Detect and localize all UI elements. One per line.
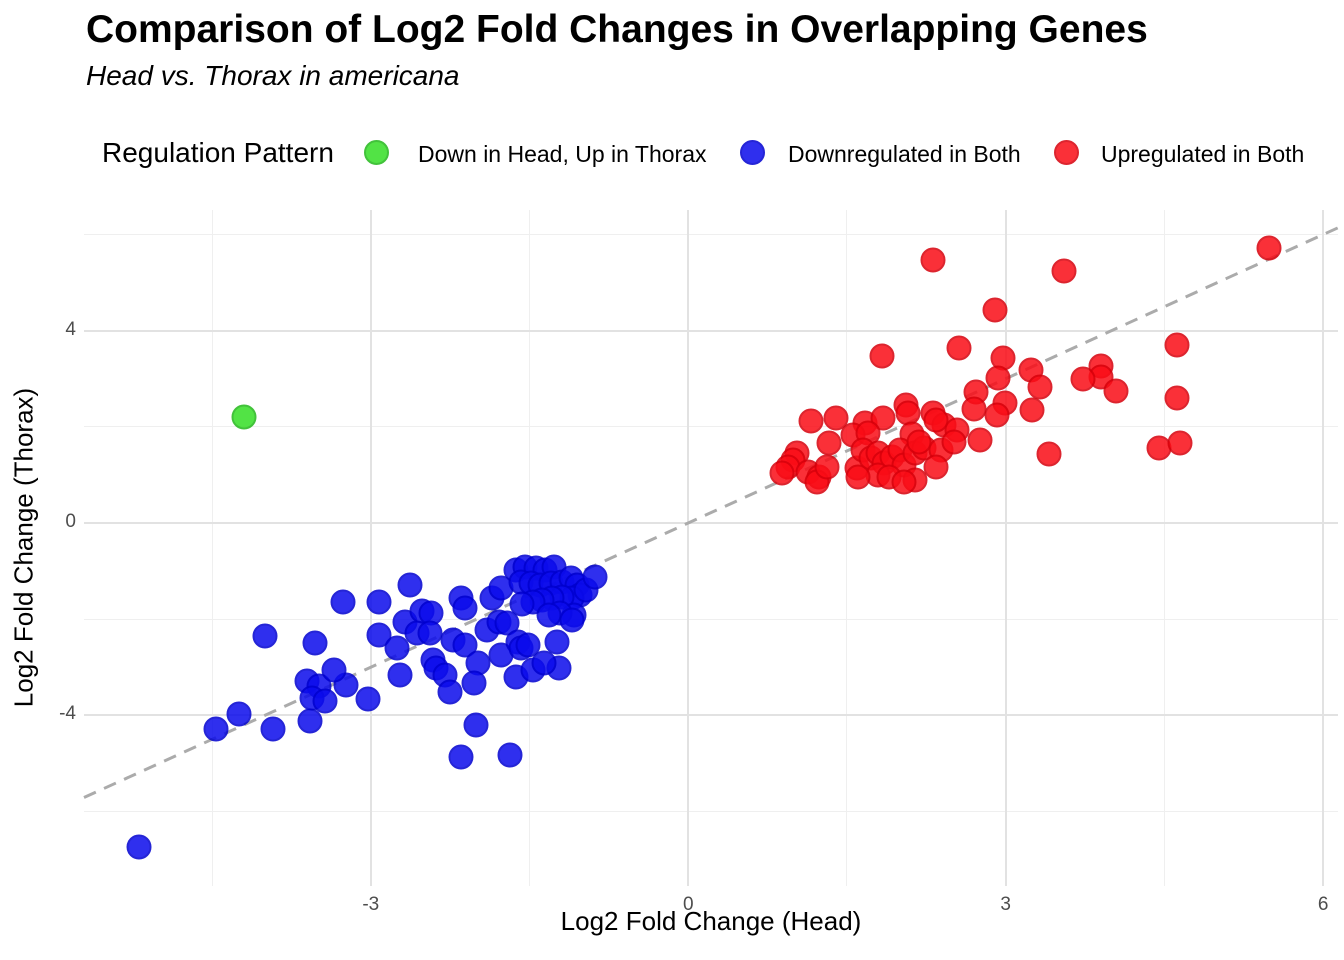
legend-title: Regulation Pattern: [102, 137, 334, 168]
data-point-series-2: [1256, 235, 1282, 260]
data-point-series-1: [497, 742, 523, 768]
gridline-y-minor: [84, 234, 1338, 236]
data-point-series-2: [1167, 430, 1193, 456]
data-point-series-1: [387, 662, 413, 688]
data-point-series-1: [330, 589, 356, 615]
data-point-series-1: [126, 834, 152, 860]
data-point-series-2: [816, 430, 842, 456]
data-point-series-1: [509, 591, 535, 617]
gridline-y-minor: [84, 810, 1338, 812]
data-point-series-1: [252, 623, 278, 649]
data-point-series-2: [920, 247, 946, 273]
data-point-series-2: [891, 469, 917, 495]
x-tick-label: -3: [362, 894, 380, 915]
data-point-series-1: [461, 670, 487, 696]
x-tick-label: 6: [1317, 894, 1329, 915]
data-point-series-1: [531, 650, 557, 676]
data-point-series-1: [203, 716, 229, 742]
y-axis-title: Log2 Fold Change (Thorax): [8, 387, 39, 708]
data-point-series-2: [798, 408, 824, 434]
data-point-series-2: [984, 402, 1010, 428]
x-axis-title: Log2 Fold Change (Head): [560, 906, 862, 936]
gridline-x-major: [369, 210, 372, 886]
y-tick-label: -4: [59, 703, 76, 725]
data-point-series-1: [582, 564, 608, 590]
data-point-series-1: [448, 744, 474, 770]
gridline-y-minor: [84, 618, 1338, 620]
data-point-series-1: [384, 635, 410, 661]
plot-panel: -3 0 3 6 -4 0 4: [59, 210, 1339, 915]
data-point-series-1: [463, 712, 489, 738]
data-point-series-2: [985, 365, 1011, 391]
data-point-series-2: [923, 454, 949, 480]
data-point-series-1: [437, 679, 463, 705]
chart-title: Comparison of Log2 Fold Changes in Overl…: [86, 8, 1148, 51]
gridline-x-minor: [1163, 210, 1165, 886]
chart-subtitle: Head vs. Thorax in americana: [86, 60, 460, 91]
data-point-series-2: [1146, 435, 1172, 460]
gridline-x-major: [1004, 210, 1007, 886]
data-point-series-2: [1019, 397, 1045, 423]
data-point-series-2: [1103, 378, 1129, 404]
data-point-series-1: [559, 607, 585, 633]
gridline-y-major: [84, 521, 1338, 524]
legend-label-down-head-up-thorax: Down in Head, Up in Thorax: [418, 141, 707, 167]
data-point-series-1: [452, 595, 478, 621]
data-point-series-2: [967, 427, 993, 453]
gridline-y-major: [84, 714, 1338, 717]
x-tick-label: 0: [682, 894, 694, 915]
data-point-series-2: [1164, 385, 1190, 411]
gridline-y-minor: [84, 426, 1338, 428]
data-point-series-2: [1036, 441, 1062, 467]
data-point-series-2: [823, 405, 849, 431]
data-point-series-1: [397, 572, 423, 598]
data-point-series-1: [355, 686, 381, 712]
data-point-series-2: [1027, 374, 1053, 400]
data-point-series-1: [297, 708, 323, 734]
legend-dot-red-icon: [1054, 140, 1079, 165]
data-point-series-0: [231, 404, 257, 430]
data-point-series-2: [946, 335, 972, 360]
data-point-series-2: [982, 297, 1008, 323]
data-point-series-2: [869, 343, 895, 369]
gridline-y-major: [84, 329, 1338, 332]
identity-dashed-line: [83, 226, 1339, 799]
data-point-series-1: [260, 716, 286, 742]
data-point-series-2: [906, 429, 932, 455]
data-point-series-1: [302, 630, 328, 656]
data-point-series-1: [536, 602, 562, 628]
reference-line-layer: [83, 226, 1339, 799]
data-point-series-1: [226, 701, 251, 727]
data-point-series-2: [1164, 332, 1190, 358]
legend-dot-blue-icon: [740, 140, 765, 165]
y-tick-label: 4: [65, 318, 76, 340]
data-point-series-2: [845, 464, 871, 490]
gridline-x-minor: [211, 210, 213, 886]
data-point-series-2: [769, 460, 795, 486]
data-point-series-1: [544, 629, 570, 655]
data-point-series-2: [961, 396, 987, 422]
data-point-series-2: [814, 454, 840, 480]
data-point-series-1: [366, 589, 392, 615]
legend: Regulation Pattern Down in Head, Up in T…: [0, 134, 1344, 172]
y-tick-label: 0: [65, 510, 76, 532]
data-point-series-1: [417, 620, 443, 646]
data-point-series-2: [1051, 258, 1077, 284]
data-point-series-1: [321, 657, 347, 683]
data-point-series-2: [941, 429, 967, 455]
legend-label-upregulated-both: Upregulated in Both: [1101, 141, 1305, 167]
data-point-series-2: [923, 407, 949, 433]
gridline-x-major: [1322, 210, 1325, 886]
legend-label-downregulated-both: Downregulated in Both: [788, 141, 1021, 167]
data-point-series-2: [1070, 366, 1096, 392]
data-point-series-1: [312, 688, 338, 714]
gridline-x-major: [687, 210, 690, 886]
gridline-x-minor: [529, 210, 530, 886]
x-tick-label: 3: [1000, 894, 1011, 915]
gridline-x-minor: [846, 210, 848, 886]
legend-dot-green-icon: [364, 140, 389, 165]
